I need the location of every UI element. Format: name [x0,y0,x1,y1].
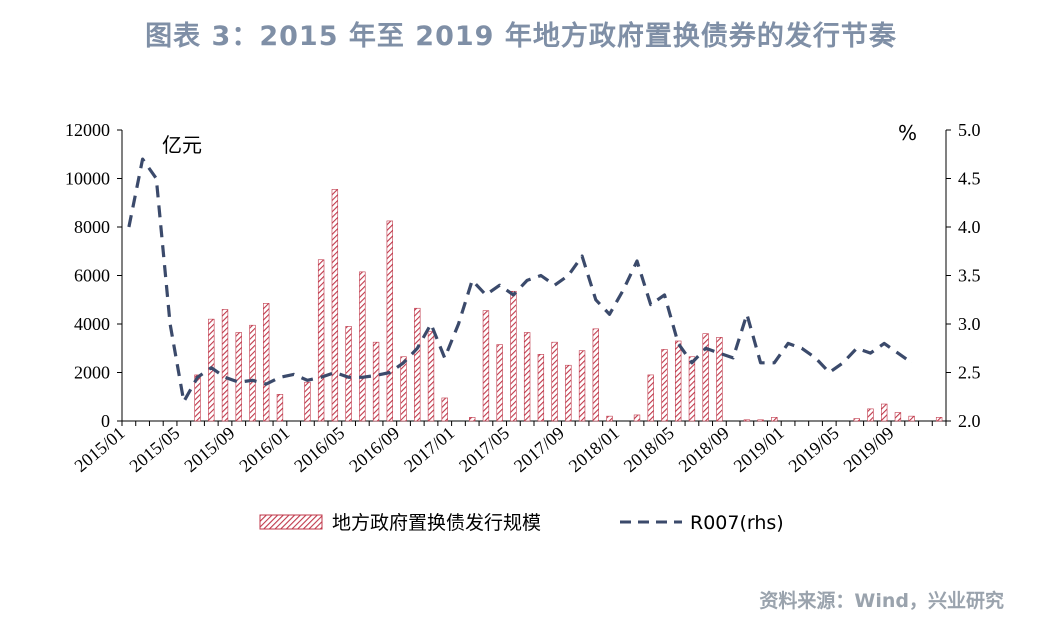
bar-2018/10 [743,419,751,422]
x-tick-label: 2015/01 [71,423,129,476]
x-tick-label: 2016/01 [235,423,293,476]
bar-2017/03 [482,310,490,422]
bar-2019/10 [908,415,915,422]
y-right-tick-label: 2.0 [958,411,981,431]
x-tick-label: 2019/01 [730,423,788,476]
bar-2016/09 [400,356,407,422]
x-tick-label: 2016/09 [345,423,403,476]
bar-2019/12 [935,417,943,422]
x-tick-label: 2017/09 [510,423,568,476]
bar-2017/05 [510,290,517,422]
bar-2018/07 [702,333,709,422]
bar-2017/12 [606,415,613,422]
bar-2018/11 [757,419,764,422]
bar-2016/06 [359,271,366,422]
y-right-tick-label: 3.5 [958,266,981,286]
bar-2016/11 [427,330,435,422]
legend-label-bar: 地方政府置换债发行规模 [332,512,541,534]
bar-2015/12 [276,394,284,422]
bar-2017/07 [537,354,545,422]
chart-title: 图表 3：2015 年至 2019 年地方政府置换债券的发行节奏 [145,21,897,52]
left-unit-label: 亿元 [162,133,202,157]
bar-2017/11 [592,328,599,422]
bar-2015/06 [194,374,201,422]
bar-2018/04 [661,349,668,422]
x-tick-label: 2015/05 [125,423,183,476]
x-tick-label: 2019/09 [840,423,898,476]
bar-2016/03 [317,259,325,422]
bar-2017/02 [469,417,476,422]
bar-2018/12 [771,417,778,422]
bar-2018/06 [688,356,696,422]
bar-2015/10 [249,324,256,422]
y-right-tick-label: 4.0 [958,217,981,237]
bar-2016/02 [304,381,311,422]
y-left-tick-label: 0 [101,411,110,431]
axes-group: 0 2000 4000 6000 8000 10000 12000 2.0 2.5 3.0 3.5 4… [65,120,981,476]
line-group [127,157,913,404]
x-tick-label: 2015/09 [180,423,238,476]
source-note: 资料来源：Wind，兴业研究 [759,590,1004,612]
bar-2016/08 [386,220,393,422]
y-right-tick-label: 5.0 [958,120,981,140]
x-tick-label: 2017/01 [400,423,458,476]
bar-2016/07 [372,341,380,422]
series-line-r007 [127,157,913,404]
bar-2019/08 [881,403,888,422]
x-tick-label: 2019/05 [785,423,843,476]
y-left-tick-label: 4000 [74,314,110,334]
x-tick-label: 2018/05 [620,423,678,476]
legend-group: 地方政府置换债发行规模 R007(rhs) [259,512,784,534]
bar-2017/06 [523,332,531,422]
y-left-tick-label: 10000 [65,169,110,189]
bar-2018/05 [675,340,682,422]
bar-2019/09 [894,412,902,422]
bar-2016/12 [441,397,448,422]
bar-2019/07 [867,408,874,422]
bar-2016/10 [414,307,421,422]
legend-swatch-bar [259,514,323,530]
y-left-tick-label: 12000 [65,120,110,140]
bar-2017/10 [578,350,586,422]
y-right-tick-label: 4.5 [958,169,981,189]
bar-2017/08 [551,341,558,422]
y-right-tick-label: 3.0 [958,314,981,334]
y-left-tick-label: 2000 [74,363,110,383]
legend-label-line: R007(rhs) [690,512,784,534]
x-tick-label: 2018/01 [565,423,623,476]
y-left-tick-label: 6000 [74,266,110,286]
bar-2015/11 [263,303,270,422]
x-tick-label: 2018/09 [675,423,733,476]
bar-2017/09 [565,364,572,422]
y-right-tick-label: 2.5 [958,363,981,383]
bar-2018/08 [716,337,723,422]
bar-2018/02 [633,414,641,422]
bar-2015/09 [235,332,242,422]
bar-2018/03 [647,374,654,422]
x-tick-label: 2016/05 [290,423,348,476]
bar-2019/06 [853,418,860,422]
bar-2015/08 [221,309,229,422]
bar-2016/04 [331,189,339,422]
bar-2017/04 [496,344,503,422]
bar-2016/05 [345,326,352,422]
x-tick-label: 2017/05 [455,423,513,476]
bars-group [194,189,943,422]
y-left-tick-label: 8000 [74,217,110,237]
right-unit-label: % [898,121,917,145]
